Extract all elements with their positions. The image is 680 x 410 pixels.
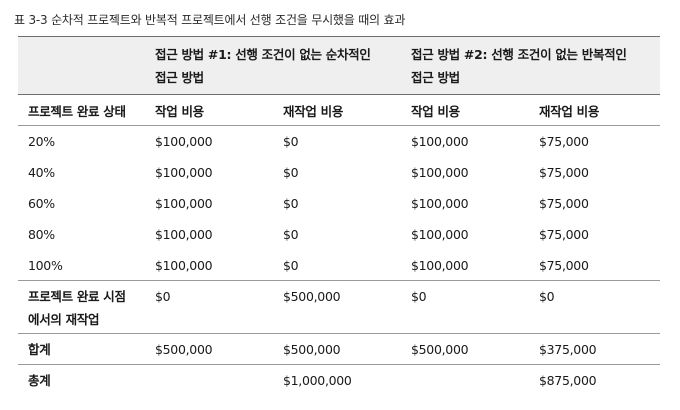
- row-label: 40%: [28, 165, 55, 180]
- rework-at-completion-row: 프로젝트 완료 시점 에서의 재작업 $0 $500,000 $0 $0: [18, 281, 660, 334]
- header-a-rework: 재작업 비용: [283, 104, 344, 119]
- header-approach-1-line1: 접근 방법 #1: 선행 조건이 없는 순차적인: [155, 47, 371, 62]
- a-work-cell: $100,000: [155, 227, 213, 242]
- a-work-cell: $100,000: [155, 258, 213, 273]
- b-work-cell: $0: [411, 289, 427, 304]
- rework-row-label-line1: 프로젝트 완료 시점: [28, 289, 126, 304]
- total-row: 총계 $1,000,000 $875,000: [18, 365, 660, 396]
- row-label: 80%: [28, 227, 55, 242]
- header-approach-2-line1: 접근 방법 #2: 선행 조건이 없는 반복적인: [411, 47, 627, 62]
- header-approach-2: 접근 방법 #2: 선행 조건이 없는 반복적인 접근 방법: [411, 43, 660, 89]
- a-work-cell: $100,000: [155, 134, 213, 149]
- table-row: 80% $100,000 $0 $100,000 $75,000: [18, 219, 660, 250]
- b-rework-cell: $75,000: [539, 227, 589, 242]
- row-label: 100%: [28, 258, 63, 273]
- b-rework-cell: $875,000: [539, 373, 597, 388]
- a-rework-cell: $0: [283, 134, 299, 149]
- header-b-rework: 재작업 비용: [539, 104, 600, 119]
- b-rework-cell: $75,000: [539, 196, 589, 211]
- a-rework-cell: $0: [283, 258, 299, 273]
- header-approach-2-line2: 접근 방법: [411, 70, 460, 85]
- b-work-cell: $500,000: [411, 342, 469, 357]
- table-caption: 표 3-3 순차적 프로젝트와 반복적 프로젝트에서 선행 조건을 무시했을 때…: [14, 13, 406, 27]
- b-work-cell: $100,000: [411, 227, 469, 242]
- a-rework-cell: $0: [283, 227, 299, 242]
- rework-row-label: 프로젝트 완료 시점 에서의 재작업: [18, 285, 155, 331]
- table-row: 100% $100,000 $0 $100,000 $75,000: [18, 250, 660, 281]
- header-a-work: 작업 비용: [155, 104, 204, 119]
- b-rework-cell: $75,000: [539, 258, 589, 273]
- a-rework-cell: $1,000,000: [283, 373, 352, 388]
- subtotal-row: 합계 $500,000 $500,000 $500,000 $375,000: [18, 334, 660, 365]
- a-work-cell: $100,000: [155, 196, 213, 211]
- a-rework-cell: $0: [283, 196, 299, 211]
- table-group-header-row: 접근 방법 #1: 선행 조건이 없는 순차적인 접근 방법 접근 방법 #2:…: [18, 36, 660, 94]
- a-rework-cell: $500,000: [283, 289, 341, 304]
- a-rework-cell: $0: [283, 165, 299, 180]
- row-label: 60%: [28, 196, 55, 211]
- b-rework-cell: $0: [539, 289, 555, 304]
- rework-row-label-line2: 에서의 재작업: [28, 312, 100, 327]
- a-work-cell: $100,000: [155, 165, 213, 180]
- header-approach-1-line2: 접근 방법: [155, 70, 204, 85]
- cost-comparison-table: 접근 방법 #1: 선행 조건이 없는 순차적인 접근 방법 접근 방법 #2:…: [18, 36, 660, 396]
- b-work-cell: $100,000: [411, 196, 469, 211]
- total-label: 총계: [28, 373, 51, 388]
- b-work-cell: $100,000: [411, 165, 469, 180]
- a-work-cell: $500,000: [155, 342, 213, 357]
- table-row: 60% $100,000 $0 $100,000 $75,000: [18, 188, 660, 219]
- b-rework-cell: $375,000: [539, 342, 597, 357]
- a-rework-cell: $500,000: [283, 342, 341, 357]
- b-rework-cell: $75,000: [539, 134, 589, 149]
- b-rework-cell: $75,000: [539, 165, 589, 180]
- table-column-header-row: 프로젝트 완료 상태 작업 비용 재작업 비용 작업 비용 재작업 비용: [18, 94, 660, 126]
- a-work-cell: $0: [155, 289, 171, 304]
- subtotal-label: 합계: [28, 342, 51, 357]
- header-b-work: 작업 비용: [411, 104, 460, 119]
- header-approach-1: 접근 방법 #1: 선행 조건이 없는 순차적인 접근 방법: [155, 43, 411, 89]
- table-row: 20% $100,000 $0 $100,000 $75,000: [18, 126, 660, 157]
- table-row: 40% $100,000 $0 $100,000 $75,000: [18, 157, 660, 188]
- header-row-label: 프로젝트 완료 상태: [28, 104, 126, 119]
- row-label: 20%: [28, 134, 55, 149]
- b-work-cell: $100,000: [411, 258, 469, 273]
- b-work-cell: $100,000: [411, 134, 469, 149]
